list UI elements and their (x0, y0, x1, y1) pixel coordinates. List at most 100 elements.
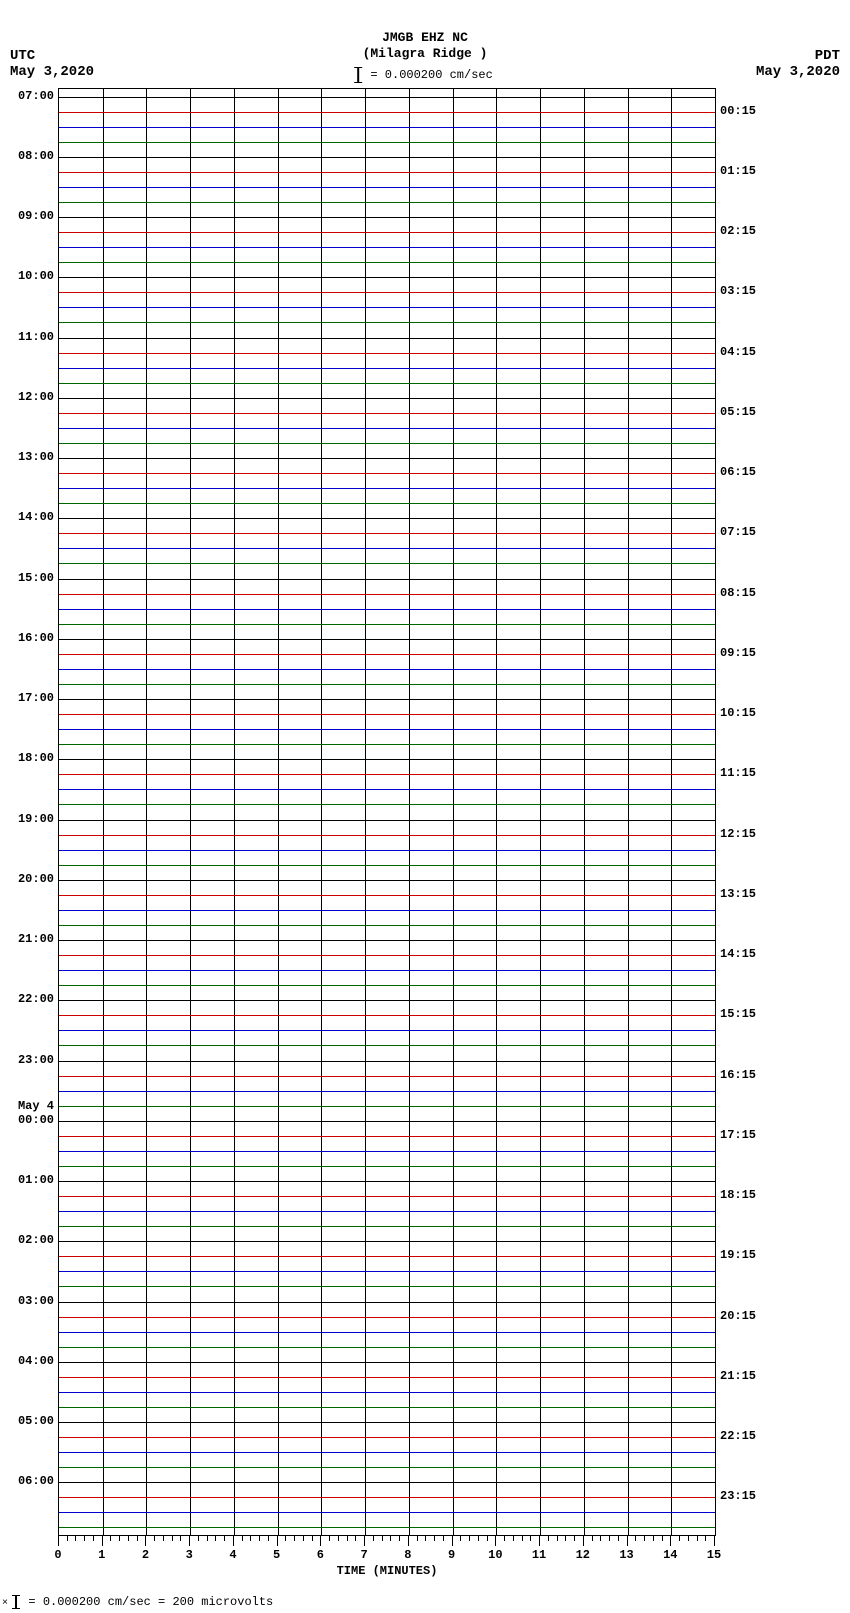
seismic-trace (59, 413, 715, 414)
station-name: (Milagra Ridge ) (357, 46, 493, 62)
seismic-trace (59, 654, 715, 655)
xtick-minor (198, 1536, 199, 1541)
vgrid-line (146, 89, 147, 1535)
xtick-minor (557, 1536, 558, 1541)
utc-hour-label: 15:00 (10, 571, 54, 585)
xtick-label: 13 (619, 1548, 633, 1562)
xtick-minor (548, 1536, 549, 1541)
seismic-trace (59, 1181, 715, 1182)
seismic-trace (59, 804, 715, 805)
xtick-label: 11 (532, 1548, 546, 1562)
xtick-minor (609, 1536, 610, 1541)
scale-text: = 0.000200 cm/sec (370, 68, 492, 82)
vgrid-line (671, 89, 672, 1535)
xtick-minor (154, 1536, 155, 1541)
pdt-hour-label: 03:15 (720, 284, 756, 298)
seismic-trace (59, 639, 715, 640)
seismic-trace (59, 970, 715, 971)
vgrid-line (496, 89, 497, 1535)
seismic-trace (59, 759, 715, 760)
xtick-major (539, 1536, 540, 1546)
seismic-trace (59, 729, 715, 730)
xtick-label: 7 (361, 1548, 368, 1562)
pdt-hour-label: 15:15 (720, 1007, 756, 1021)
xtick-major (102, 1536, 103, 1546)
xtick-minor (75, 1536, 76, 1541)
xtick-major (670, 1536, 671, 1546)
xtick-minor (268, 1536, 269, 1541)
seismic-trace (59, 1467, 715, 1468)
xtick-minor (119, 1536, 120, 1541)
seismic-trace (59, 1332, 715, 1333)
seismic-trace (59, 217, 715, 218)
utc-hour-label: 17:00 (10, 691, 54, 705)
vgrid-line (628, 89, 629, 1535)
seismic-trace (59, 1362, 715, 1363)
right-tz: PDT (756, 48, 840, 64)
seismic-trace (59, 277, 715, 278)
xtick-major (320, 1536, 321, 1546)
seismic-trace (59, 1166, 715, 1167)
xtick-minor (347, 1536, 348, 1541)
utc-hour-label: 06:00 (10, 1474, 54, 1488)
xtick-label: 9 (448, 1548, 455, 1562)
xtick-major (452, 1536, 453, 1546)
pdt-hour-label: 02:15 (720, 224, 756, 238)
pdt-hour-label: 23:15 (720, 1489, 756, 1503)
footer-scale: × = 0.000200 cm/sec = 200 microvolts (2, 1595, 273, 1609)
seismic-trace (59, 895, 715, 896)
xtick-label: 6 (317, 1548, 324, 1562)
seismic-trace (59, 925, 715, 926)
xtick-major (233, 1536, 234, 1546)
seismic-trace (59, 1076, 715, 1077)
xtick-minor (653, 1536, 654, 1541)
utc-hour-label: 08:00 (10, 149, 54, 163)
seismic-trace (59, 548, 715, 549)
seismic-trace (59, 1286, 715, 1287)
utc-hour-label: 11:00 (10, 330, 54, 344)
vgrid-line (453, 89, 454, 1535)
xtick-minor (172, 1536, 173, 1541)
xtick-minor (312, 1536, 313, 1541)
seismic-trace (59, 1121, 715, 1122)
vgrid-line (190, 89, 191, 1535)
seismic-trace (59, 850, 715, 851)
xtick-minor (110, 1536, 111, 1541)
seismic-trace (59, 338, 715, 339)
xtick-major (58, 1536, 59, 1546)
utc-hour-label: 10:00 (10, 269, 54, 283)
seismic-trace (59, 985, 715, 986)
xtick-major (583, 1536, 584, 1546)
xtick-minor (250, 1536, 251, 1541)
seismic-trace (59, 563, 715, 564)
xtick-minor (390, 1536, 391, 1541)
xtick-major (408, 1536, 409, 1546)
seismic-trace (59, 157, 715, 158)
xtick-minor (460, 1536, 461, 1541)
seismic-trace (59, 443, 715, 444)
seismic-trace (59, 865, 715, 866)
xtick-minor (513, 1536, 514, 1541)
seismic-trace (59, 1061, 715, 1062)
seismic-trace (59, 774, 715, 775)
xtick-minor (128, 1536, 129, 1541)
right-tz-label: PDT May 3,2020 (756, 48, 840, 80)
pdt-hour-label: 08:15 (720, 586, 756, 600)
seismic-trace (59, 579, 715, 580)
xtick-minor (443, 1536, 444, 1541)
xtick-minor (417, 1536, 418, 1541)
seismic-trace (59, 699, 715, 700)
seismogram-container: JMGB EHZ NC (Milagra Ridge ) = 0.000200 … (0, 0, 850, 1613)
scale-bar-icon (357, 67, 359, 83)
seismic-trace (59, 473, 715, 474)
utc-hour-label: 20:00 (10, 872, 54, 886)
seismic-trace (59, 1211, 715, 1212)
xtick-minor (592, 1536, 593, 1541)
xtick-minor (697, 1536, 698, 1541)
utc-hour-label: 05:00 (10, 1414, 54, 1428)
seismic-trace (59, 202, 715, 203)
xtick-minor (355, 1536, 356, 1541)
utc-hour-label: 19:00 (10, 812, 54, 826)
seismic-trace (59, 1497, 715, 1498)
seismic-trace (59, 1512, 715, 1513)
